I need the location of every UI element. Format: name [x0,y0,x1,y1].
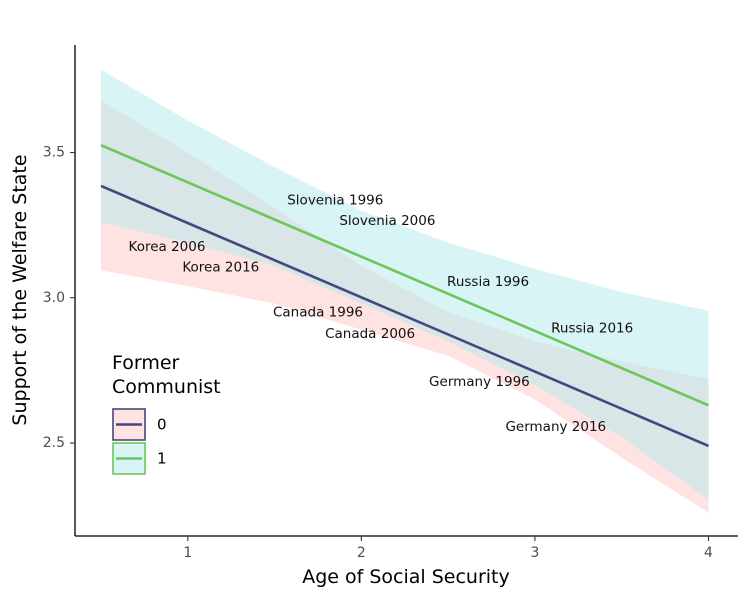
y-tick-label: 2.5 [43,435,65,451]
legend-label-0: 0 [157,416,167,434]
series-lines [100,144,710,448]
x-tick-label: 2 [357,545,366,561]
y-tick-label: 3.5 [43,144,65,160]
annotation-label: Germany 2016 [505,419,606,435]
x-axis-title: Age of Social Security [302,566,510,588]
fit-line-series-0 [100,184,710,448]
annotation-label: Slovenia 1996 [287,192,383,208]
fit-line-series-1 [100,144,710,407]
annotation-label: Slovenia 2006 [339,213,435,229]
y-tick-label: 3.0 [43,290,65,306]
legend: Former Communist 0 1 [112,352,221,475]
annotation-label: Germany 1996 [429,374,530,390]
annotations: Slovenia 1996 Slovenia 2006 Korea 2006 Kore… [129,192,634,435]
x-tick-label: 4 [704,545,713,561]
annotation-label: Russia 2016 [551,320,633,336]
legend-label-1: 1 [157,450,167,468]
legend-title-line-2: Communist [112,376,221,398]
y-axis-title: Support of the Welfare State [9,154,31,425]
annotation-label: Canada 2006 [325,326,415,342]
x-tick-label: 1 [183,545,192,561]
annotation-label: Canada 1996 [273,304,363,320]
axes [74,45,738,537]
x-tick-label: 3 [530,545,539,561]
annotation-label: Korea 2006 [129,239,206,255]
confidence-band-series-1 [101,69,709,500]
annotation-label: Russia 1996 [447,274,529,290]
tick-marks: 1 2 3 4 2.5 3.0 3.5 [43,144,713,561]
annotation-label: Korea 2016 [182,259,259,275]
confidence-bands [101,69,709,513]
legend-title-line-1: Former [112,352,180,374]
